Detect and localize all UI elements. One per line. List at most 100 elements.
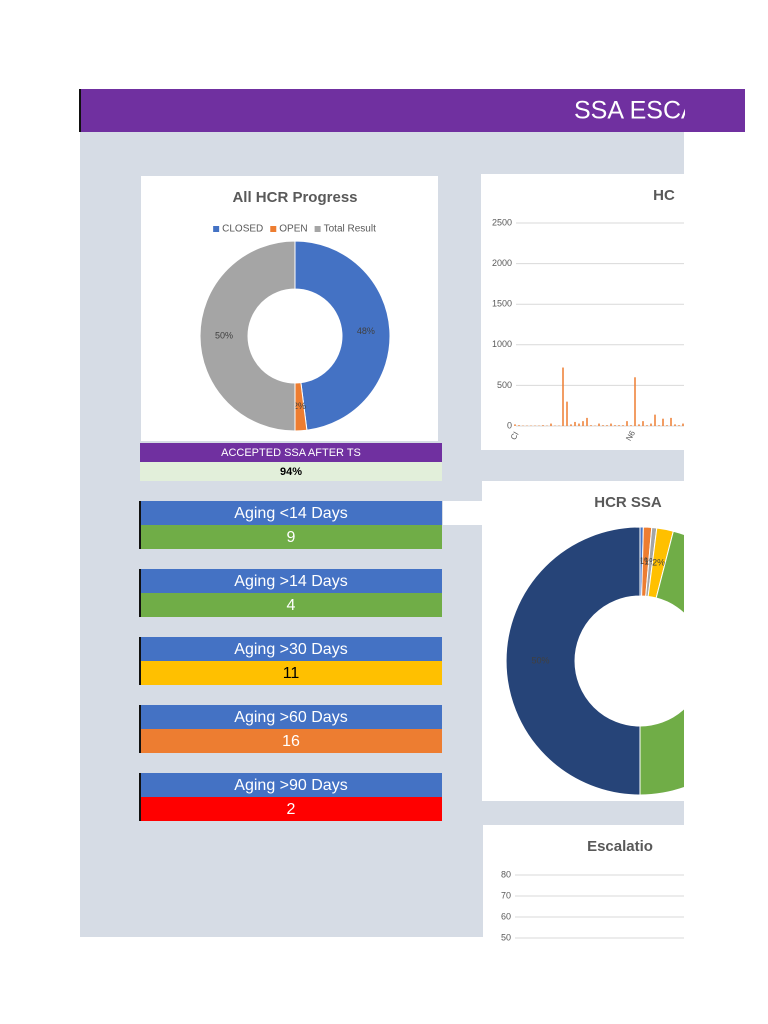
y-tick-label: 2000 <box>492 258 512 268</box>
bar <box>658 425 660 426</box>
header-title: SSA ESCA <box>574 97 698 125</box>
y-tick-label: 500 <box>497 380 512 390</box>
bar <box>634 377 636 426</box>
bar <box>542 425 544 426</box>
aging-value: 4 <box>287 597 296 614</box>
legend-label: OPEN <box>279 224 307 235</box>
aging-label-bg <box>140 501 442 525</box>
bar <box>566 401 568 426</box>
y-tick-label: 50 <box>501 932 511 942</box>
slice-label: 1% <box>639 556 652 566</box>
bar <box>622 425 624 426</box>
header-edge <box>79 89 81 132</box>
donut-slice <box>294 240 391 431</box>
bar <box>650 423 652 426</box>
bar <box>570 424 572 426</box>
y-tick-label: 60 <box>501 911 511 921</box>
y-tick-label: 1500 <box>492 299 512 309</box>
bar <box>578 423 580 426</box>
aging-value-bg <box>140 797 442 821</box>
y-tick-label: 0 <box>507 420 512 430</box>
slice-label: 48% <box>357 326 375 336</box>
bar <box>550 423 552 426</box>
spacer <box>443 501 483 525</box>
bar <box>562 367 564 426</box>
aging-label-bg <box>140 773 442 797</box>
bar <box>682 423 684 426</box>
bar <box>670 417 672 426</box>
aging-label-bg <box>140 705 442 729</box>
kpis: Aging <14 Days 9 Aging >14 Days 4 Aging >30 … <box>139 501 442 821</box>
chart-title: All HCR Progress <box>232 189 357 206</box>
chart-title: HC <box>653 187 675 204</box>
chart-panel <box>483 825 684 941</box>
aging-edge <box>139 569 141 617</box>
legend-swatch <box>314 226 321 232</box>
slice-label: 50% <box>531 655 549 665</box>
aging-label-bg <box>140 637 442 661</box>
slice-label: 0% <box>635 556 648 566</box>
aging-value-bg <box>140 729 442 753</box>
legend-label: Total Result <box>324 224 376 235</box>
y-tick-label: 1000 <box>492 339 512 349</box>
charts: All HCR Progress 48% 2% 50% CLOSED OPEN Total … <box>141 174 748 942</box>
bar <box>602 425 604 426</box>
donut-slice <box>639 530 684 796</box>
aging-label: Aging <14 Days <box>234 505 347 522</box>
bar <box>574 421 576 426</box>
aging-value-bg <box>140 661 442 685</box>
bar <box>610 423 612 426</box>
y-tick-label: 80 <box>501 869 511 879</box>
bar <box>630 425 632 426</box>
legend-label: CLOSED <box>222 224 263 235</box>
donut-slice <box>505 526 641 796</box>
slice-label: 2% <box>652 558 665 568</box>
slice-label: 2% <box>293 401 306 411</box>
slice-label: 1% <box>644 556 657 566</box>
accepted-value: 94% <box>280 466 302 478</box>
donut-slice <box>199 240 296 432</box>
aging-edge <box>139 705 141 753</box>
bar <box>590 425 592 426</box>
bar <box>586 417 588 426</box>
bar <box>606 425 608 426</box>
bar <box>678 425 680 426</box>
aging-label: Aging >60 Days <box>234 709 347 726</box>
accepted-label-bg <box>140 443 442 462</box>
legend-swatch <box>213 226 220 232</box>
aging-value: 11 <box>283 665 300 682</box>
bar <box>626 421 628 426</box>
bar <box>618 425 620 426</box>
slice-label: 50% <box>215 330 233 340</box>
aging-value: 2 <box>287 801 296 818</box>
aging-value: 9 <box>287 529 296 546</box>
chart-panel <box>481 174 684 450</box>
aging-edge <box>139 501 141 549</box>
x-tick-label: CI <box>509 430 521 441</box>
bar <box>654 414 656 426</box>
aging-label-bg <box>140 569 442 593</box>
aging-label: Aging >30 Days <box>234 641 347 658</box>
chart-title: Escalatio <box>587 838 653 855</box>
bar <box>674 424 676 426</box>
aging-value-bg <box>140 593 442 617</box>
aging-value: 16 <box>282 733 300 750</box>
aging-label: Aging >90 Days <box>234 777 347 794</box>
bar <box>642 421 644 426</box>
bar <box>514 424 516 426</box>
legend-swatch <box>270 226 277 232</box>
bar <box>582 421 584 426</box>
bar <box>646 425 648 426</box>
bar <box>666 425 668 426</box>
accepted-label: ACCEPTED SSA AFTER TS <box>221 447 361 459</box>
bar <box>638 424 640 426</box>
aging-edge <box>139 637 141 685</box>
aging-edge <box>139 773 141 821</box>
y-tick-label: 70 <box>501 890 511 900</box>
bar <box>662 418 664 426</box>
slice-label: 46% <box>730 668 748 678</box>
accepted-value-bg <box>140 462 442 481</box>
aging-value-bg <box>140 525 442 549</box>
bar <box>614 425 616 426</box>
